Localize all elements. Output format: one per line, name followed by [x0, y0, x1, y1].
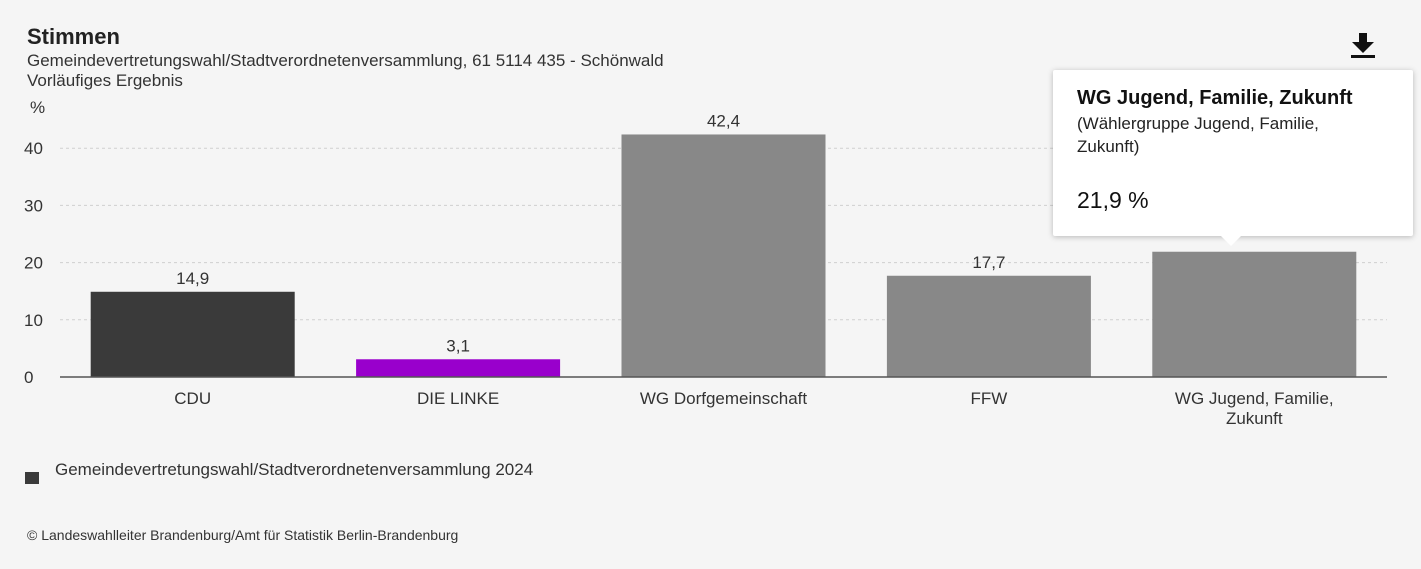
- credit-text: © Landeswahlleiter Brandenburg/Amt für S…: [27, 527, 459, 543]
- x-tick-label: CDU: [174, 389, 211, 408]
- x-tick-label: WG Jugend, Familie,: [1175, 389, 1334, 408]
- y-tick-label: 40: [24, 139, 43, 158]
- legend-swatch: [25, 472, 39, 484]
- tooltip-subtitle: (Wählergruppe Jugend, Familie, Zukunft): [1077, 114, 1319, 156]
- tooltip-title: WG Jugend, Familie, Zukunft: [1077, 87, 1353, 109]
- x-tick-label: FFW: [970, 389, 1007, 408]
- bar-chart: % 0 10 20 30 40 14,9 CDU 3,1 DIE LINKE 42,4 WG Dorf…: [24, 98, 1387, 428]
- x-tick-label: Zukunft: [1226, 409, 1283, 428]
- x-tick-label: DIE LINKE: [417, 389, 499, 408]
- tooltip: WG Jugend, Familie, Zukunft (Wählergrupp…: [1053, 70, 1413, 246]
- data-label: 17,7: [972, 253, 1005, 272]
- y-tick-label: 10: [24, 311, 43, 330]
- y-tick-label: 30: [24, 196, 43, 215]
- x-tick-label: WG Dorfgemeinschaft: [640, 389, 807, 408]
- chart-subtitle: Gemeindevertretungswahl/Stadtverordneten…: [27, 51, 664, 70]
- tooltip-value: 21,9 %: [1077, 187, 1149, 213]
- data-label: 14,9: [176, 269, 209, 288]
- download-icon: [1351, 33, 1375, 58]
- data-label: 42,4: [707, 111, 740, 130]
- y-tick-label: 20: [24, 254, 43, 273]
- download-button[interactable]: [1348, 30, 1378, 60]
- y-tick-label: 0: [24, 368, 33, 387]
- bar: [886, 275, 1091, 377]
- chart-subtitle-status: Vorläufiges Ergebnis: [27, 71, 183, 90]
- legend[interactable]: Gemeindevertretungswahl/Stadtverordneten…: [25, 460, 535, 484]
- chart-title: Stimmen: [27, 24, 120, 49]
- y-axis-unit-label: %: [30, 98, 45, 117]
- data-label: 3,1: [446, 336, 470, 355]
- bar: [1152, 251, 1357, 377]
- legend-label: Gemeindevertretungswahl/Stadtverordneten…: [55, 460, 534, 479]
- bar: [90, 291, 295, 377]
- bar: [356, 359, 561, 377]
- bar: [621, 134, 826, 377]
